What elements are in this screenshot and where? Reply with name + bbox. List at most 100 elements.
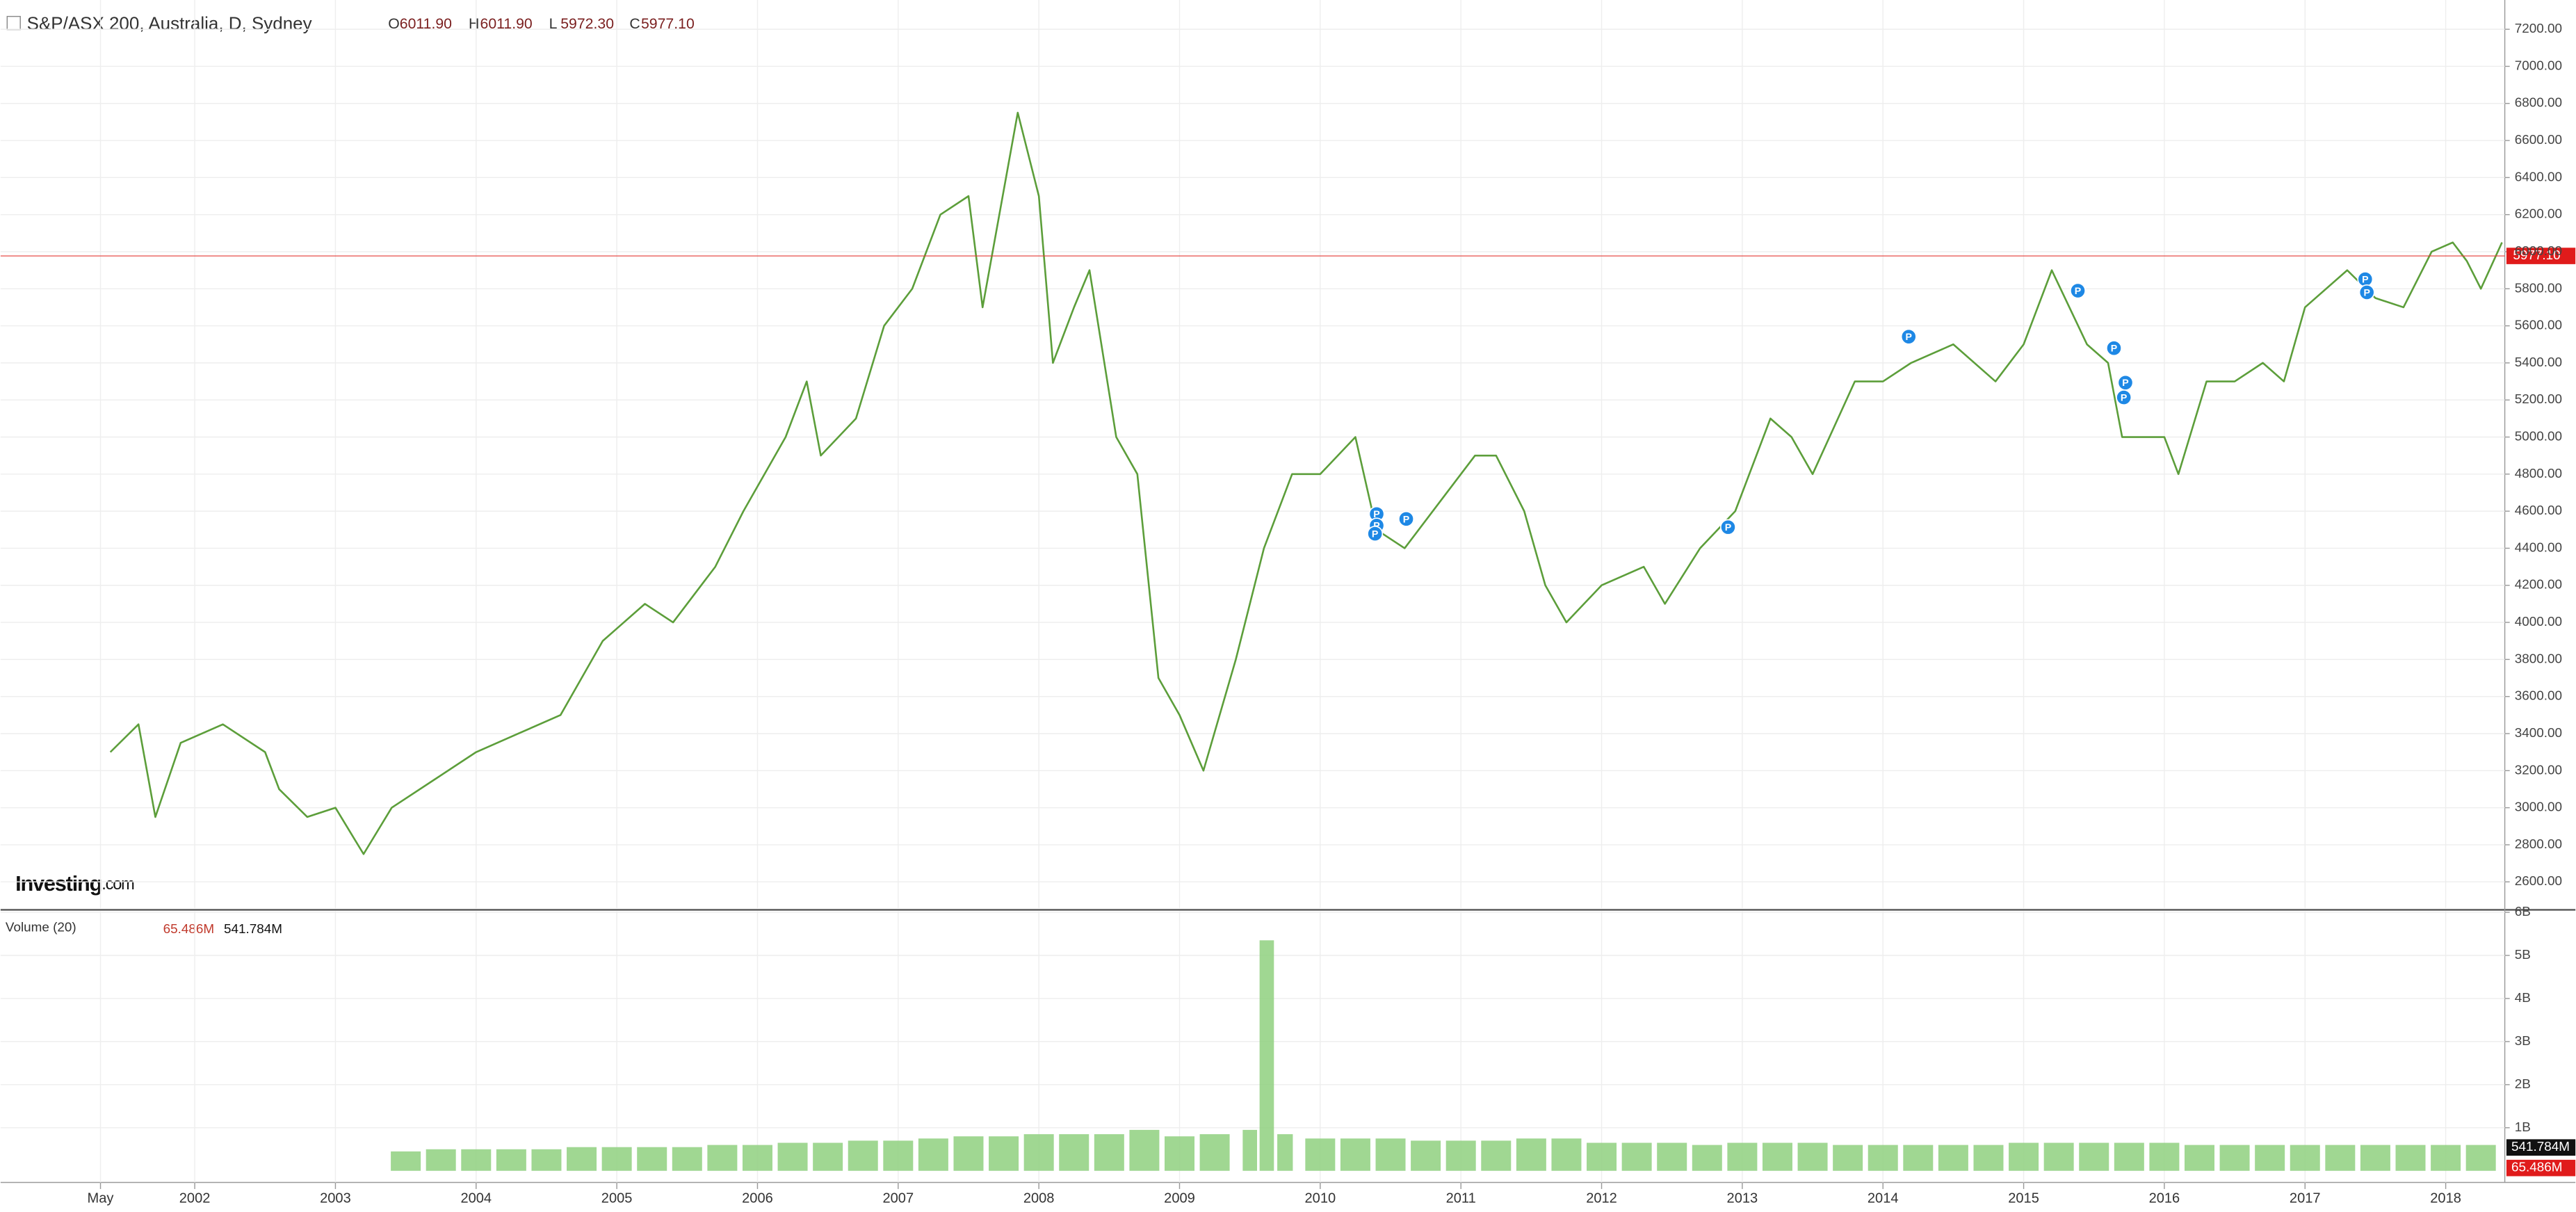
- y-tick-label: 5200.00: [2515, 392, 2562, 407]
- volume-bar: [1938, 1145, 1968, 1171]
- x-tick-label: 2012: [1586, 1190, 1617, 1206]
- volume-bar: [531, 1149, 562, 1171]
- volume-bar: [2395, 1145, 2426, 1171]
- volume-bar: [2255, 1145, 2285, 1171]
- volume-bar: [1305, 1138, 1336, 1171]
- volume-bar: [918, 1138, 948, 1171]
- volume-bar: [848, 1140, 878, 1171]
- volume-title: Volume (20): [6, 920, 76, 935]
- event-marker: [1398, 510, 1415, 527]
- y-tick-label: 3B: [2515, 1034, 2531, 1049]
- volume-bar: [637, 1147, 667, 1171]
- volume-bar: [2219, 1145, 2250, 1171]
- y-tick-label: 7000.00: [2515, 58, 2562, 73]
- y-tick-label: 3000.00: [2515, 800, 2562, 815]
- volume-bar: [391, 1151, 421, 1171]
- volume-bar: [813, 1142, 843, 1171]
- ohlc-label: L: [549, 15, 558, 32]
- x-tick-label: 2016: [2149, 1190, 2180, 1206]
- volume-bar: [1259, 940, 1274, 1171]
- volume-bar: [1727, 1142, 1758, 1171]
- y-tick-label: 4200.00: [2515, 578, 2562, 592]
- x-tick-label: 2018: [2430, 1190, 2461, 1206]
- volume-bar: [1059, 1134, 1089, 1171]
- volume-bar: [461, 1149, 492, 1171]
- marks: [109, 111, 2503, 1171]
- volume-bar: [1868, 1145, 1898, 1171]
- y-tick-label: 3200.00: [2515, 763, 2562, 777]
- volume-bar: [1242, 1129, 1257, 1171]
- volume-bar: [1375, 1138, 1406, 1171]
- x-tick-label: May: [88, 1190, 114, 1206]
- event-marker-label: P: [2363, 287, 2370, 298]
- last-price-label: 5977.10: [2513, 248, 2560, 263]
- y-tick-label: 6600.00: [2515, 133, 2562, 147]
- y-tick-label: 5B: [2515, 948, 2531, 962]
- x-tick-label: 2003: [320, 1190, 351, 1206]
- volume-bar: [2290, 1145, 2320, 1171]
- event-marker-label: P: [2121, 392, 2127, 403]
- event-marker: [2106, 340, 2122, 357]
- event-marker: [2070, 282, 2086, 299]
- y-tick-label: 1B: [2515, 1120, 2531, 1135]
- volume-bar: [777, 1142, 808, 1171]
- x-tick-label: 2015: [2008, 1190, 2039, 1206]
- y-tick-label: 4000.00: [2515, 615, 2562, 629]
- volume-bar: [672, 1147, 702, 1171]
- volume-bar: [2114, 1142, 2144, 1171]
- volume-bar: [707, 1145, 738, 1171]
- volume-bar: [1657, 1142, 1687, 1171]
- grid: [0, 0, 2510, 1183]
- x-tick-label: 2017: [2290, 1190, 2321, 1206]
- y-tick-label: 6B: [2515, 905, 2531, 919]
- volume-bar: [1551, 1138, 1582, 1171]
- event-marker-label: P: [1372, 529, 1378, 540]
- volume-bar: [1094, 1134, 1124, 1171]
- x-tick-label: 2004: [460, 1190, 492, 1206]
- x-tick-label: 2006: [742, 1190, 773, 1206]
- event-marker-label: P: [1373, 509, 1379, 520]
- event-marker-label: P: [1725, 522, 1731, 533]
- volume-bar: [742, 1145, 772, 1171]
- x-tick-label: 2007: [882, 1190, 914, 1206]
- price-line: [109, 111, 2503, 855]
- volume-bar: [1340, 1138, 1370, 1171]
- volume-bar: [1516, 1138, 1546, 1171]
- volume-ma-box: [2506, 1139, 2576, 1156]
- volume-bar: [1587, 1142, 1617, 1171]
- event-marker-label: P: [1403, 514, 1409, 525]
- volume-bar: [1833, 1145, 1863, 1171]
- volume-ma-label: 541.784M: [2511, 1140, 2570, 1154]
- x-tick-label: 2013: [1727, 1190, 1758, 1206]
- x-tick-label: 2008: [1023, 1190, 1055, 1206]
- volume-bar: [2360, 1145, 2390, 1171]
- y-tick-label: 6000.00: [2515, 244, 2562, 259]
- volume-bar: [2149, 1142, 2180, 1171]
- volume-bar: [1762, 1142, 1792, 1171]
- volume-bar: [1903, 1145, 1934, 1171]
- y-tick-label: 6400.00: [2515, 170, 2562, 184]
- volume-ma: 541.784M: [224, 922, 282, 937]
- event-marker-label: P: [2075, 286, 2081, 297]
- y-tick-label: 4400.00: [2515, 540, 2562, 555]
- event-marker: [1900, 328, 1917, 345]
- y-tick-label: 5600.00: [2515, 318, 2562, 333]
- y-tick-label: 4B: [2515, 991, 2531, 1005]
- volume-bar: [1445, 1140, 1476, 1171]
- y-tick-label: 3600.00: [2515, 689, 2562, 704]
- event-marker: [1367, 526, 1384, 542]
- last-price-box: [2506, 248, 2576, 264]
- logo: Investing.com: [15, 871, 134, 896]
- ohlc-label: C: [629, 15, 640, 32]
- y-tick-label: 2B: [2515, 1077, 2531, 1092]
- volume-bar: [1797, 1142, 1828, 1171]
- y-tick-label: 3800.00: [2515, 652, 2562, 666]
- volume-current-label: 65.486M: [2511, 1161, 2562, 1175]
- y-tick-label: 2800.00: [2515, 837, 2562, 852]
- event-marker: [1720, 519, 1736, 535]
- volume-bar: [989, 1136, 1019, 1171]
- volume-bar: [601, 1147, 632, 1171]
- volume-current: 65.486M: [163, 922, 214, 937]
